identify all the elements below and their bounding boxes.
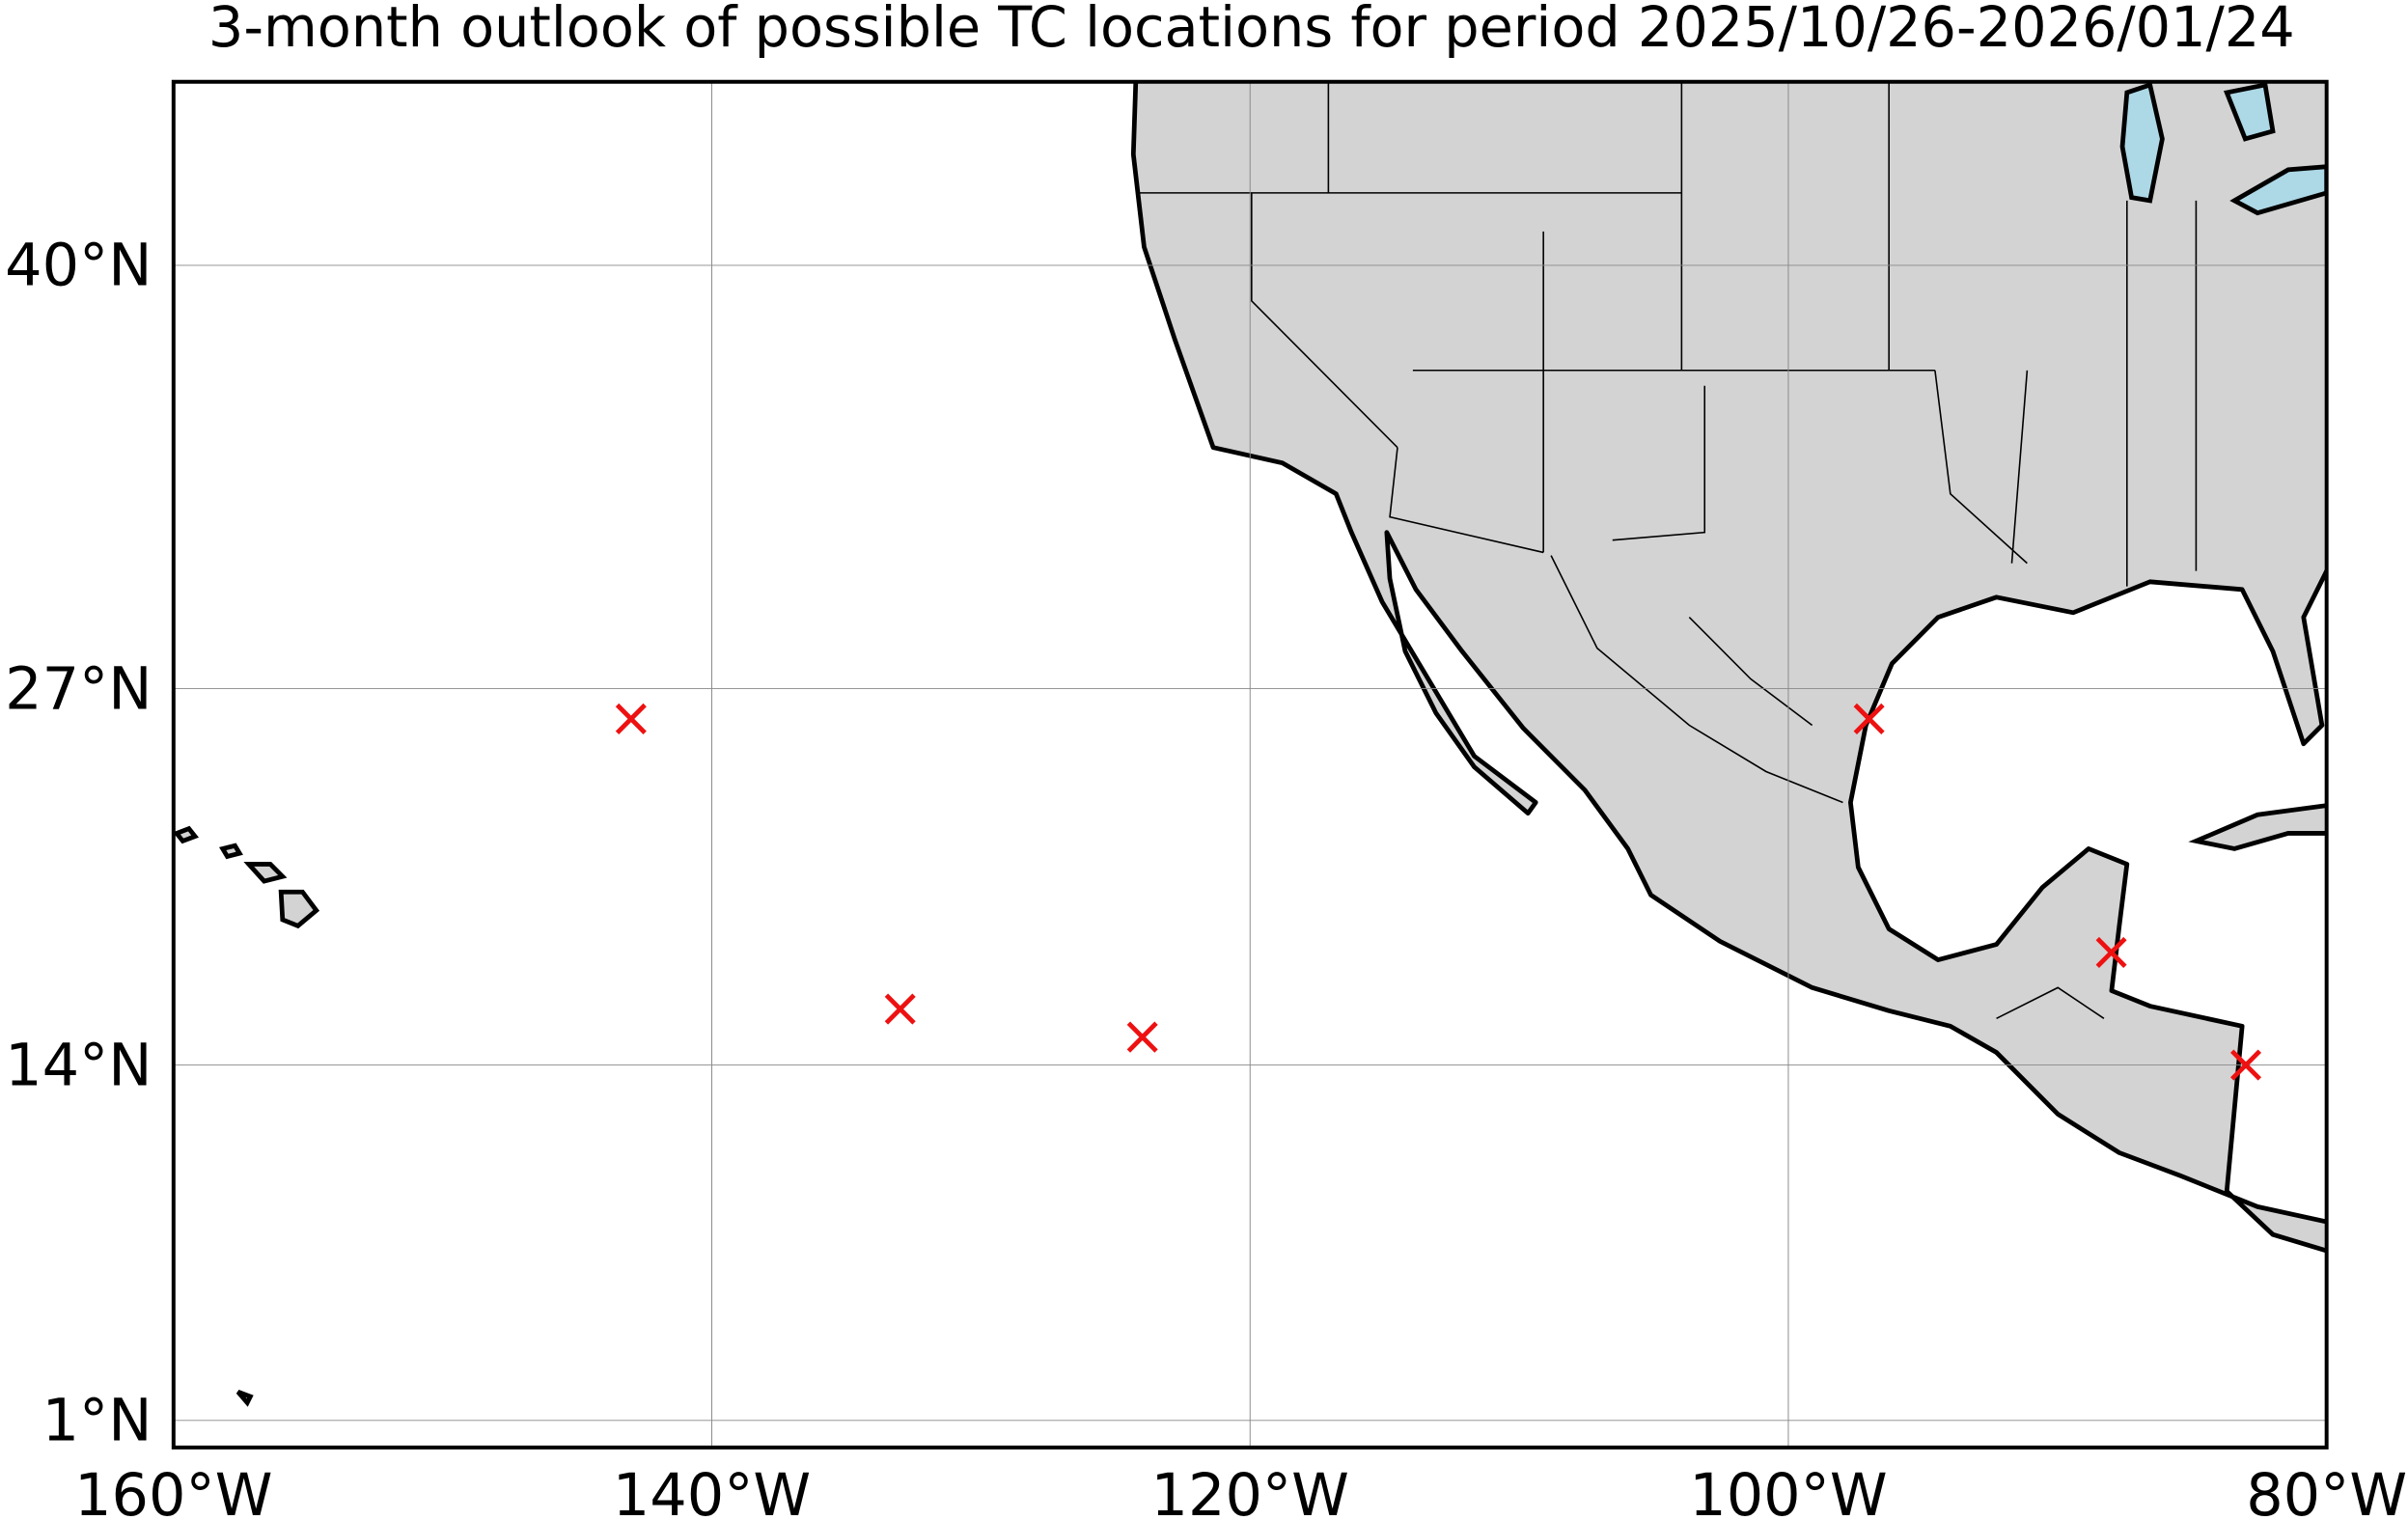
tc-marker xyxy=(1853,703,1885,734)
frame xyxy=(171,79,2329,1450)
tc-marker xyxy=(615,703,647,734)
tc-marker xyxy=(2230,1049,2262,1081)
tc-marker xyxy=(2095,936,2127,969)
state-borders xyxy=(1136,81,2198,1020)
y-tick-label: 27°N xyxy=(5,655,152,723)
y-tick-label: 14°N xyxy=(5,1032,152,1099)
tc-marker xyxy=(1126,1021,1158,1053)
hawaii xyxy=(173,825,320,1407)
cuba xyxy=(2188,803,2327,851)
x-tick-label: 100°W xyxy=(1689,1462,1887,1520)
great-lakes xyxy=(2119,81,2327,216)
y-tick-label: 1°N xyxy=(42,1387,152,1454)
x-tick-label: 140°W xyxy=(613,1462,811,1520)
x-tick-label: 160°W xyxy=(74,1462,272,1520)
markers xyxy=(615,703,2262,1081)
y-tick-label: 40°N xyxy=(5,233,152,300)
land xyxy=(173,81,2327,1407)
tc-marker xyxy=(884,993,916,1025)
x-tick-label: 80°W xyxy=(2246,1462,2407,1520)
x-tick-label: 120°W xyxy=(1151,1462,1349,1520)
chart-title: 3-month outlook of possible TC locations… xyxy=(208,0,2295,60)
continent xyxy=(1130,81,2327,1254)
